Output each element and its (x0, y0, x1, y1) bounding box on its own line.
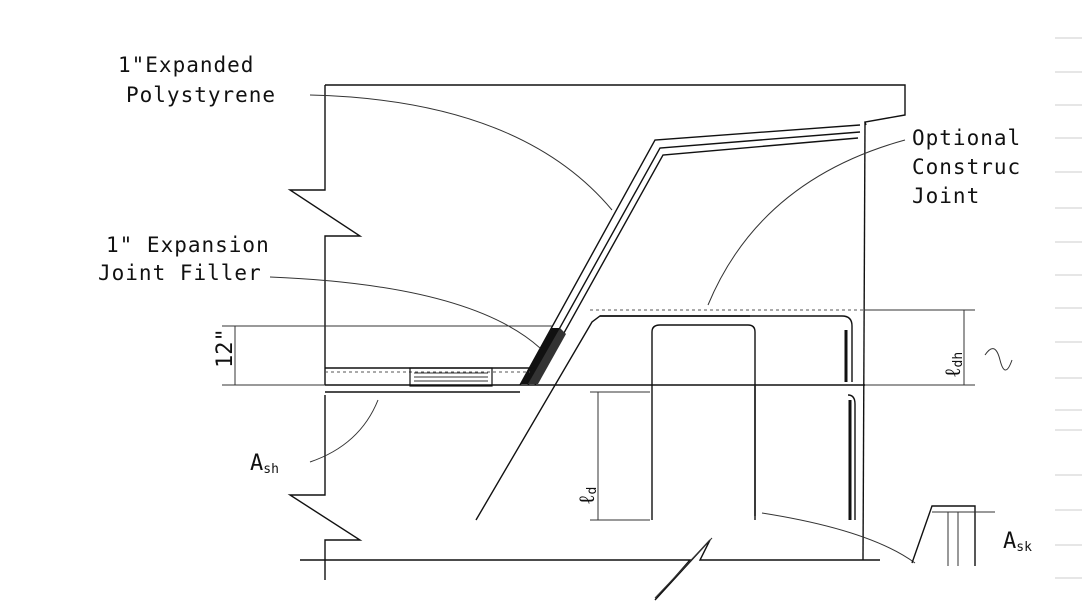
ask-label: Ask (1003, 529, 1032, 555)
optional-joint-label-line3: Joint (912, 184, 980, 208)
expanded-polystyrene-label-line2: Polystyrene (126, 83, 276, 107)
margin-ticks (1055, 37, 1082, 579)
dimension-ld (590, 391, 650, 521)
optional-joint-label-line2: Construc (912, 155, 1021, 179)
optional-joint-label-line1: Optional (912, 126, 1021, 150)
expansion-filler-label-line1: 1" Expansion (106, 233, 270, 257)
bearing-seat (325, 367, 865, 393)
abutment-wall-left-edge (287, 85, 363, 580)
expansion-filler-label-line2: Joint Filler (98, 261, 262, 285)
expansion-joint-filler-block (520, 328, 566, 384)
ask-bar-detail (911, 505, 995, 566)
dimension-12in-label: 12" (213, 328, 238, 368)
ash-label: Ash (250, 451, 279, 477)
approach-slab (325, 84, 906, 561)
ldh-label: ℓdh (941, 352, 966, 378)
ld-label: ℓd (575, 487, 600, 505)
dimension-12in (222, 325, 552, 386)
expanded-polystyrene-label-line1: 1"Expanded (118, 53, 254, 77)
footing (300, 537, 880, 601)
inclined-backwall (475, 124, 861, 521)
dimension-ldh (865, 309, 1013, 386)
leader-lines (269, 94, 916, 564)
stirrup-bars (600, 315, 856, 520)
